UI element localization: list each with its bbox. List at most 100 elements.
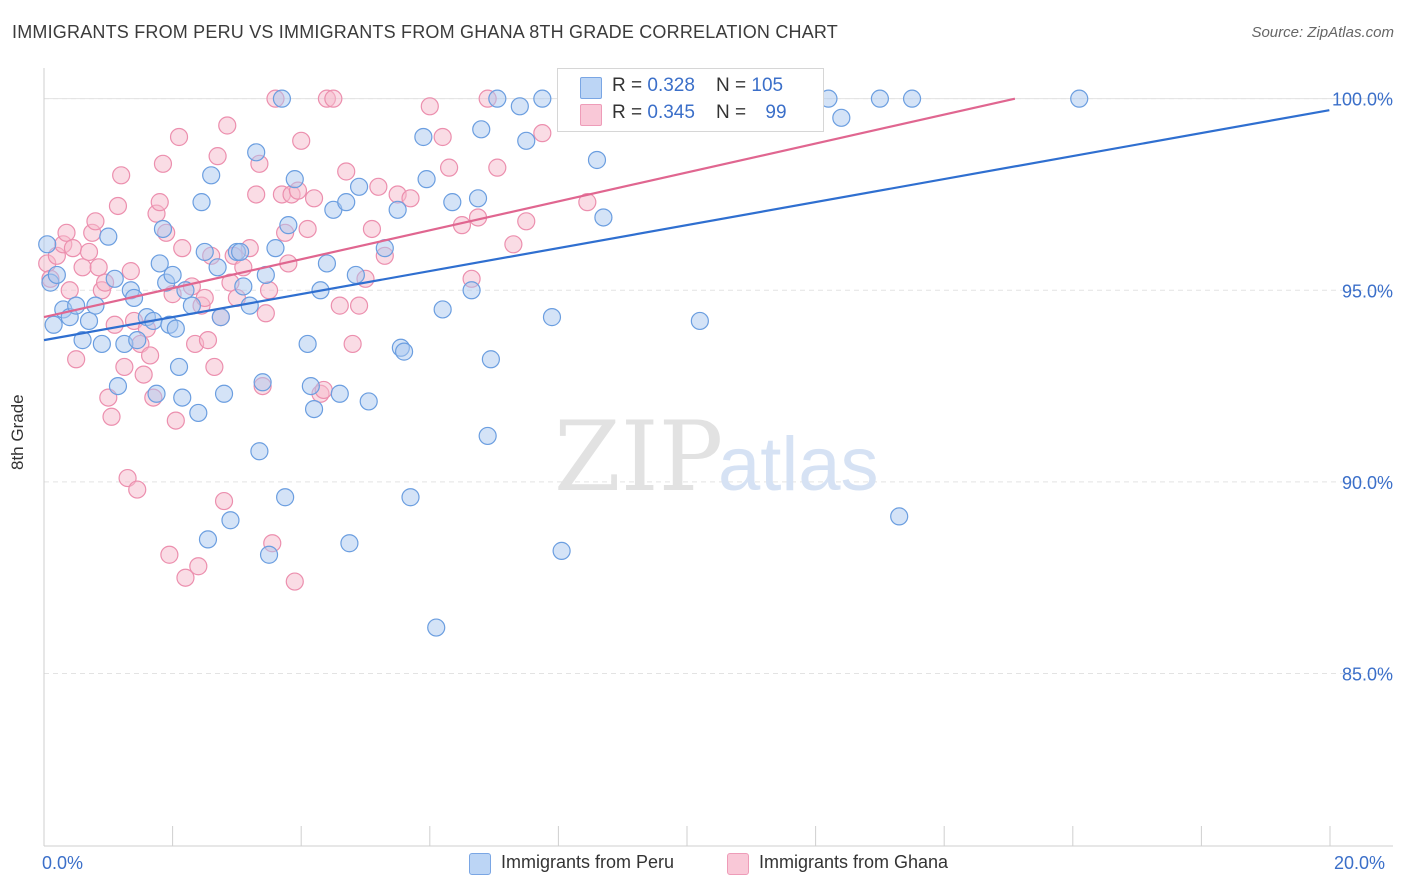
ghana-point	[108, 196, 128, 216]
ghana-point	[259, 281, 279, 300]
x-tick-min: 0.0%	[42, 853, 84, 873]
peru-point	[38, 235, 57, 254]
axes	[43, 68, 1393, 847]
peru-point	[105, 269, 124, 288]
peru-point	[108, 376, 128, 396]
ghana-point	[198, 331, 218, 350]
peru-point	[832, 108, 851, 127]
ghana-point	[285, 572, 304, 591]
ghana-point	[504, 235, 523, 254]
peru-point	[433, 300, 452, 319]
peru-point	[870, 89, 890, 108]
y-tick-labels: 85.0% 90.0% 95.0% 100.0%	[1332, 90, 1393, 685]
ghana-point	[304, 189, 324, 208]
ghana-point	[433, 127, 452, 147]
peru-point	[266, 239, 285, 258]
peru-point	[517, 131, 536, 150]
y-tick-label: 100.0%	[1332, 90, 1393, 110]
peru-point	[304, 399, 324, 419]
ghana-point	[115, 357, 134, 377]
gridlines	[44, 98, 1390, 675]
ghana-r-value: 0.345	[647, 102, 695, 123]
peru-point	[279, 216, 298, 235]
peru-point	[147, 384, 166, 403]
peru-point	[401, 488, 420, 507]
peru-point	[44, 315, 63, 334]
peru-point	[427, 618, 446, 637]
peru-point	[468, 189, 488, 208]
peru-n-label: N =	[716, 75, 752, 96]
peru-point	[349, 177, 369, 196]
ghana-point	[67, 350, 86, 369]
ghana-point	[578, 193, 597, 212]
peru-point	[189, 403, 208, 423]
ghana-swatch	[580, 104, 602, 126]
ghana-r-label: R =	[612, 102, 648, 123]
ghana-point	[169, 127, 189, 147]
ghana-point	[292, 131, 311, 150]
peru-point	[902, 89, 922, 108]
ghana-point	[298, 219, 317, 239]
peru-point	[298, 334, 317, 354]
legend-peru-text: R = 0.328 N = 105	[612, 75, 783, 97]
peru-n-value: 105	[751, 75, 784, 96]
ghana-point	[330, 296, 349, 315]
peru-point	[337, 193, 356, 212]
peru-point	[472, 120, 491, 139]
peru-point	[163, 265, 182, 285]
peru-point	[73, 331, 92, 350]
ghana-point	[218, 116, 237, 135]
ghana-point	[176, 568, 195, 587]
peru-point	[301, 376, 320, 396]
watermark-zip: ZIP	[554, 401, 723, 513]
ghana-point	[324, 89, 343, 108]
peru-point	[330, 384, 349, 403]
peru-point	[388, 200, 407, 219]
peru-point	[259, 545, 279, 564]
ghana-point	[121, 262, 140, 281]
bottom-peru-swatch	[469, 853, 491, 875]
peru-point	[317, 254, 337, 273]
peru-point	[198, 530, 218, 549]
legend-ghana-text: R = 0.345 N = 99	[612, 102, 787, 124]
peru-point	[394, 342, 414, 361]
ghana-point	[134, 365, 153, 384]
peru-point	[510, 97, 529, 116]
peru-point	[542, 308, 562, 327]
ghana-point	[160, 545, 179, 564]
ghana-point	[214, 491, 234, 511]
peru-point	[169, 357, 189, 377]
peru-point	[443, 193, 462, 212]
peru-point	[240, 296, 259, 315]
series-peru-points	[38, 89, 1089, 637]
peru-point	[211, 308, 230, 327]
peru-point	[552, 541, 571, 560]
peru-point	[250, 442, 269, 461]
ghana-point	[102, 407, 121, 426]
y-tick-label: 85.0%	[1342, 665, 1393, 685]
peru-point	[221, 511, 240, 530]
ghana-point	[533, 124, 552, 143]
peru-point	[462, 281, 481, 300]
peru-point	[195, 242, 214, 262]
ghana-n-label: N =	[716, 102, 752, 123]
peru-point	[234, 277, 253, 296]
ghana-point	[401, 189, 420, 208]
peru-point	[153, 219, 173, 239]
bottom-peru-label: Immigrants from Peru	[501, 852, 675, 872]
ghana-point	[128, 480, 147, 499]
ghana-point	[63, 239, 83, 258]
peru-point	[99, 227, 118, 246]
peru-point	[276, 488, 295, 507]
peru-point	[214, 384, 234, 403]
peru-r-value: 0.328	[647, 75, 695, 96]
ghana-n-value: 99	[765, 102, 787, 123]
peru-point	[150, 254, 169, 273]
watermark-atlas: atlas	[718, 422, 879, 507]
peru-r-label: R =	[612, 75, 648, 96]
peru-point	[481, 350, 500, 369]
ghana-point	[166, 411, 185, 430]
peru-point	[533, 89, 552, 108]
ghana-point	[60, 281, 79, 300]
